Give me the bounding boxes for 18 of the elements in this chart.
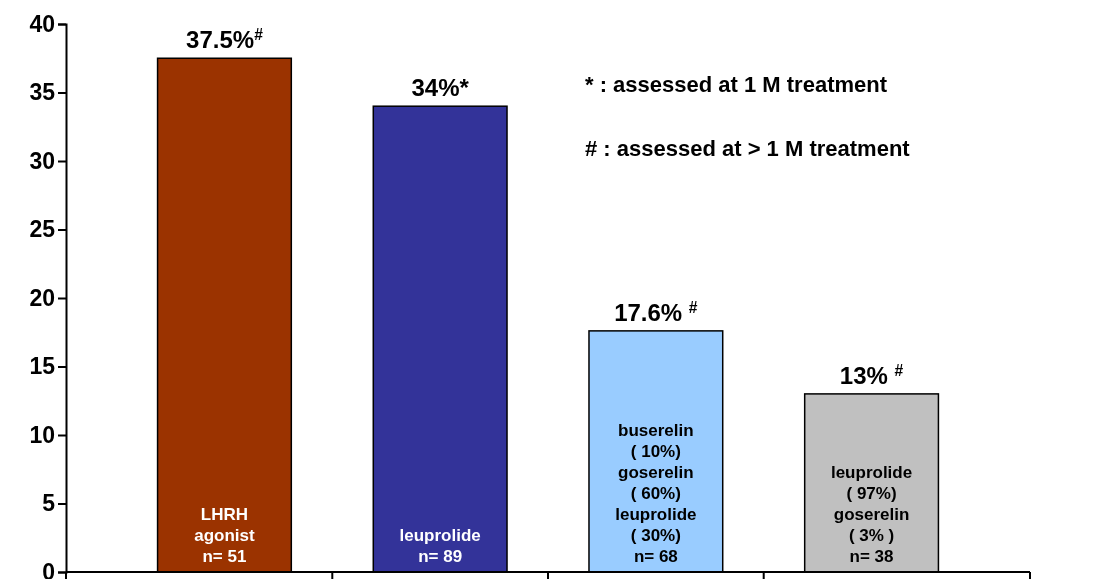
x-tick-label: leuprolide n= 89 bbox=[399, 526, 481, 566]
x-tick-label: buserelin ( 10%) goserelin ( 60%) leuprolide ( 30%) n= 68 bbox=[615, 421, 697, 566]
y-tick-label: 25 bbox=[29, 216, 56, 243]
data-label: 37.5%$^{#}$ bbox=[186, 25, 264, 54]
annotation: # : assessed at > 1 M treatment bbox=[585, 136, 911, 161]
y-tick-label: 5 bbox=[42, 490, 56, 517]
data-label: 34%* bbox=[411, 74, 470, 102]
data-label: 13% $^{#}$ bbox=[839, 361, 904, 389]
y-tick-label: 20 bbox=[29, 284, 55, 311]
data-label: 17.6% $^{#}$ bbox=[614, 298, 698, 326]
annotation: * : assessed at 1 M treatment bbox=[585, 72, 888, 97]
y-tick-label: 15 bbox=[29, 353, 56, 380]
y-tick-label: 10 bbox=[29, 421, 55, 448]
y-tick-label: 40 bbox=[29, 10, 55, 37]
x-tick-label: LHRH agonist n= 51 bbox=[194, 505, 255, 566]
y-tick-label: 30 bbox=[29, 147, 55, 174]
x-tick-label: leuprolide ( 97%) goserelin ( 3% ) n= 38 bbox=[830, 463, 913, 566]
y-tick-label: 35 bbox=[29, 79, 56, 106]
